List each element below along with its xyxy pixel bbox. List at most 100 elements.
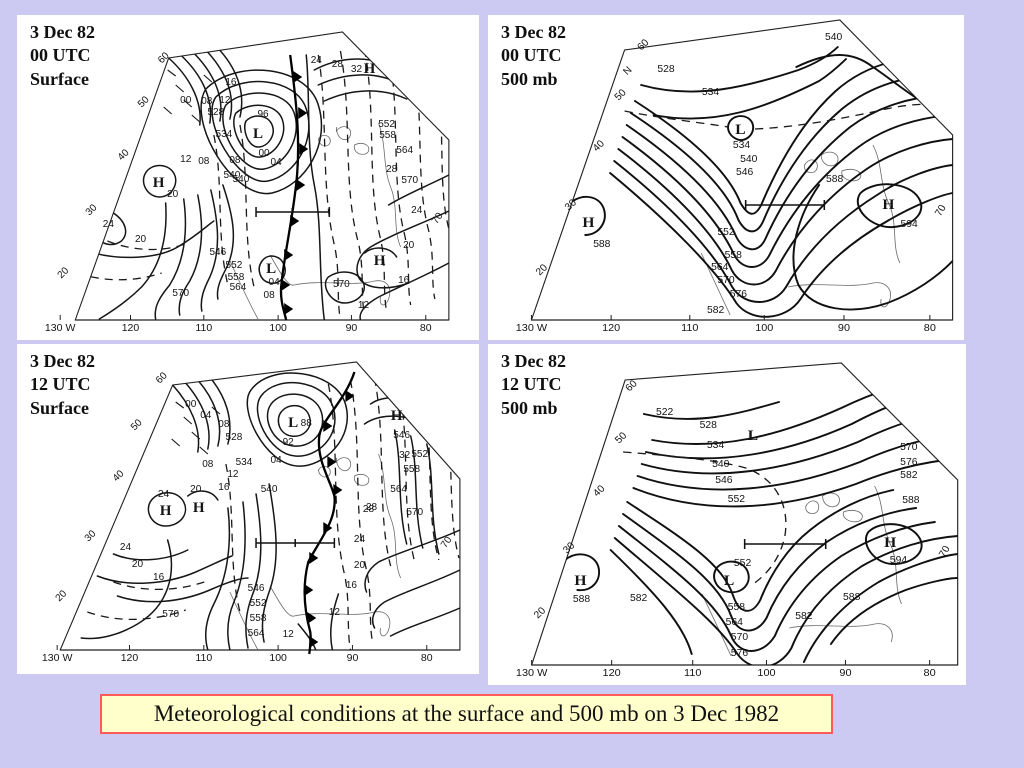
contour-value-label: 16 (398, 275, 410, 286)
contour-value-label: 08 (229, 155, 241, 166)
low-pressure-center: L (735, 121, 745, 138)
contour-value-label: 540 (224, 170, 241, 181)
contour-value-label: 570 (717, 275, 735, 286)
contour-value-label: 20 (354, 560, 366, 571)
contour-value-label: 20 (132, 559, 144, 570)
panel-title-line: 500 mb (501, 68, 558, 89)
latitude-label: 50 (136, 94, 152, 110)
latitude-label: 60 (156, 50, 172, 66)
contour-value-label: 08 (218, 419, 230, 430)
panel-title-line: Surface (30, 68, 89, 89)
contour-value-label: 12 (329, 607, 341, 618)
scale-bar (255, 207, 331, 217)
contour-value-label: 534 (702, 87, 720, 98)
map-panel-500mb-12utc: 3 Dec 82 12 UTC 500 mb (488, 344, 966, 685)
longitude-tick-label: 80 (421, 652, 433, 664)
longitude-tick-label: 120 (602, 322, 620, 334)
contour-value-label: 92 (283, 437, 295, 448)
latitude-label: 40 (111, 468, 127, 484)
latitude-label: 50 (613, 87, 629, 103)
panel-title-surface-00utc: 3 Dec 82 00 UTC Surface (30, 21, 95, 91)
longitude-tick-label: 90 (347, 652, 359, 664)
latitude-label: 40 (116, 147, 132, 163)
contour-value-label: 28 (332, 59, 344, 70)
contour-value-label: 564 (396, 145, 413, 156)
longitude-tick-label: 80 (924, 667, 936, 679)
longitude-tick-label: 90 (839, 667, 851, 679)
latitude-label: N (621, 65, 634, 78)
contour-value-label: 540 (261, 484, 278, 495)
contour-value-label: 00 (258, 148, 270, 159)
scale-bar (255, 538, 336, 548)
contour-value-label: 24 (120, 542, 132, 553)
contour-value-label: 552 (734, 558, 752, 569)
contour-value-label: 588 (593, 239, 611, 250)
cold-front (279, 54, 300, 321)
map-panel-500mb-00utc: 3 Dec 82 00 UTC 500 mb (488, 15, 964, 340)
longitude-tick-label: 100 (755, 322, 773, 334)
high-pressure-center: H (364, 61, 376, 77)
longitude-tick-label: 130 W (45, 322, 76, 334)
contour-value-label: 594 (901, 219, 919, 230)
longitude-tick-label: 100 (269, 652, 287, 664)
contour-value-label: 88 (301, 418, 313, 429)
latitude-label: 30 (561, 540, 577, 556)
low-pressure-center: L (266, 261, 276, 277)
contour-value-label: 04 (200, 410, 212, 421)
longitude-tick-label: 130 W (516, 667, 548, 679)
contour-value-label: 16 (346, 580, 358, 591)
high-pressure-center: H (391, 408, 403, 424)
contour-value-label: 12 (283, 629, 295, 640)
latitude-label: 60 (624, 378, 640, 394)
high-pressure-center: H (160, 503, 172, 519)
latitude-label: 20 (534, 262, 550, 278)
latitude-label: 50 (613, 430, 629, 446)
panel-title-line: 3 Dec 82 (30, 22, 95, 42)
longitude-tick-label: 130 W (516, 322, 548, 334)
contour-value-label: 528 (226, 432, 243, 443)
isobars (80, 372, 460, 650)
contour-value-label: 24 (411, 205, 423, 216)
longitude-tick-label: 110 (681, 322, 698, 334)
longitude-tick-label: 120 (122, 322, 140, 334)
contour-value-label: 588 (573, 594, 591, 605)
panel-title-line: 00 UTC (501, 45, 562, 66)
contour-value-label: 528 (207, 107, 224, 118)
high-pressure-center: H (574, 572, 586, 589)
contour-value-label: 32 (351, 64, 363, 75)
contour-value-label: 28 (366, 502, 378, 513)
contour-value-label: 582 (707, 305, 725, 316)
panel-title-line: 3 Dec 82 (501, 22, 566, 42)
contour-value-label: 12 (219, 95, 231, 106)
contour-value-label: 08 (264, 290, 276, 301)
contour-value-label: 12 (227, 469, 239, 480)
high-pressure-center: H (582, 214, 594, 231)
contour-value-label: 558 (725, 250, 743, 261)
longitude-tick-label: 80 (420, 322, 432, 334)
cold-front-pips (281, 71, 309, 315)
latitude-label: 50 (129, 417, 145, 433)
contour-value-label: 24 (354, 534, 366, 545)
contour-value-label: 28 (386, 164, 398, 175)
latitude-label: 40 (591, 483, 607, 499)
panel-title-surface-12utc: 3 Dec 82 12 UTC Surface (30, 350, 95, 420)
contour-value-label: 576 (730, 289, 748, 300)
latitude-label: 20 (56, 265, 72, 281)
contour-value-label: 96 (257, 109, 269, 120)
longitude-tick-label: 120 (603, 667, 621, 679)
coastlines (229, 453, 402, 650)
longitude-tick-label: 110 (195, 322, 212, 334)
contour-value-label: 540 (712, 459, 730, 470)
contour-value-label: 564 (711, 262, 729, 273)
high-pressure-center: H (374, 253, 386, 269)
contour-value-label: 552 (226, 260, 243, 271)
cold-front-pips (304, 390, 355, 648)
contour-value-label: 582 (630, 593, 648, 604)
contour-value-label: 20 (403, 240, 415, 251)
contour-value-label: 588 (843, 592, 861, 603)
contour-value-label: 558 (403, 464, 420, 475)
contour-value-label: 08 (202, 459, 214, 470)
panel-title-line: 12 UTC (30, 374, 91, 395)
contour-value-label: 04 (269, 277, 281, 288)
